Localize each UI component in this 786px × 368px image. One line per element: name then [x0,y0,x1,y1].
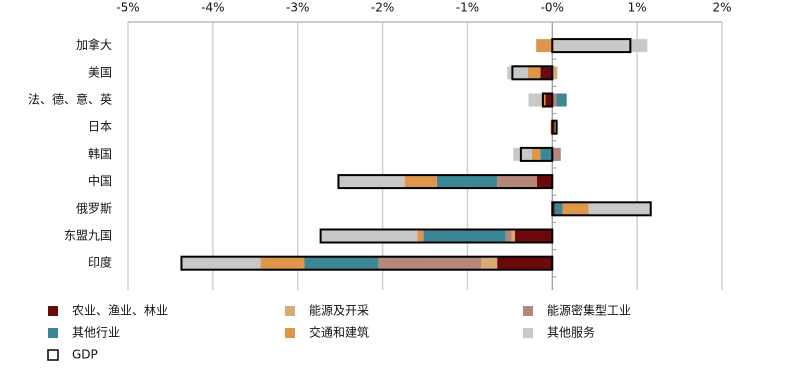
bar-segment [497,175,538,189]
bar-segment [378,256,482,270]
x-tick-label: -3% [286,1,309,15]
x-tick-label: -0% [541,1,564,15]
legend-label: 能源及开采 [309,304,369,318]
bar-segment [552,120,555,134]
legend-label: 其他行业 [72,326,120,340]
bar-segment [436,175,498,189]
bar-segment [562,202,589,216]
bar-segment [556,93,567,107]
legend-swatch [285,306,295,316]
y-tick-label: 东盟九国 [64,229,112,243]
gdp-box [519,146,554,162]
gdp-box [541,92,554,108]
bar-segment [511,229,515,243]
gdp-box [511,65,554,81]
bar-segment [531,147,541,161]
x-tick-label: -2% [371,1,394,15]
bar-segment [536,39,553,53]
x-tick-label: 1% [628,1,647,15]
bar-segment [540,147,553,161]
x-tick-label: -1% [456,1,479,15]
gdp-box [551,119,558,135]
legend-label: GDP [72,348,98,362]
y-tick-label: 印度 [88,255,112,270]
bar-segment [423,229,506,243]
bar-segment [514,229,553,243]
y-tick-label: 加拿大 [76,37,112,52]
bar-segment [513,147,532,161]
x-tick-label: 2% [712,1,731,15]
legend-label: 其他服务 [547,325,595,340]
bar-segment [507,66,528,80]
bar-segment [417,229,424,243]
legend-swatch [523,328,533,338]
x-tick-label: -4% [201,1,224,15]
bar-segment [497,256,553,270]
bar-segment [338,175,405,189]
bar-segment [505,229,512,243]
y-tick-label: 法、德、意、英 [28,92,112,107]
y-tick-label: 美国 [88,65,112,79]
legend-swatch [48,306,58,316]
y-tick-label: 中国 [88,173,112,188]
legend-label: 能源密集型工业 [547,303,631,318]
bar-segment [554,202,563,216]
y-tick-label: 日本 [88,120,112,134]
bar-segment [537,175,553,189]
legend-swatch [285,328,295,338]
bar-segment [181,256,261,270]
gdp-box [319,228,554,244]
bar-segment [260,256,305,270]
y-tick-label: 俄罗斯 [76,201,112,215]
bar-segment [320,229,418,243]
gdp-box [180,255,554,271]
y-tick-label: 韩国 [88,146,112,161]
legend-swatch [48,328,58,338]
legend-label: 交通和建筑 [309,325,369,340]
bar-segment [552,93,557,107]
bar-segment [527,66,541,80]
bar-segment [552,66,558,80]
legend-swatch [47,349,59,361]
bar-segment [545,93,553,107]
bar-segment [540,66,553,80]
legend-swatch [523,306,533,316]
bar-segment [404,175,437,189]
bar-segment [552,202,555,216]
legend-label: 农业、渔业、林业 [72,304,168,318]
gdp-box [337,174,554,190]
bar-segment [588,202,651,216]
x-tick-label: -5% [116,1,139,15]
bar-segment [304,256,379,270]
bar-segment [528,93,542,107]
gdp-box [551,201,652,217]
gdp-box [551,38,632,54]
bar-segment [552,147,561,161]
bar-segment [481,256,498,270]
bar-segment [552,39,648,53]
